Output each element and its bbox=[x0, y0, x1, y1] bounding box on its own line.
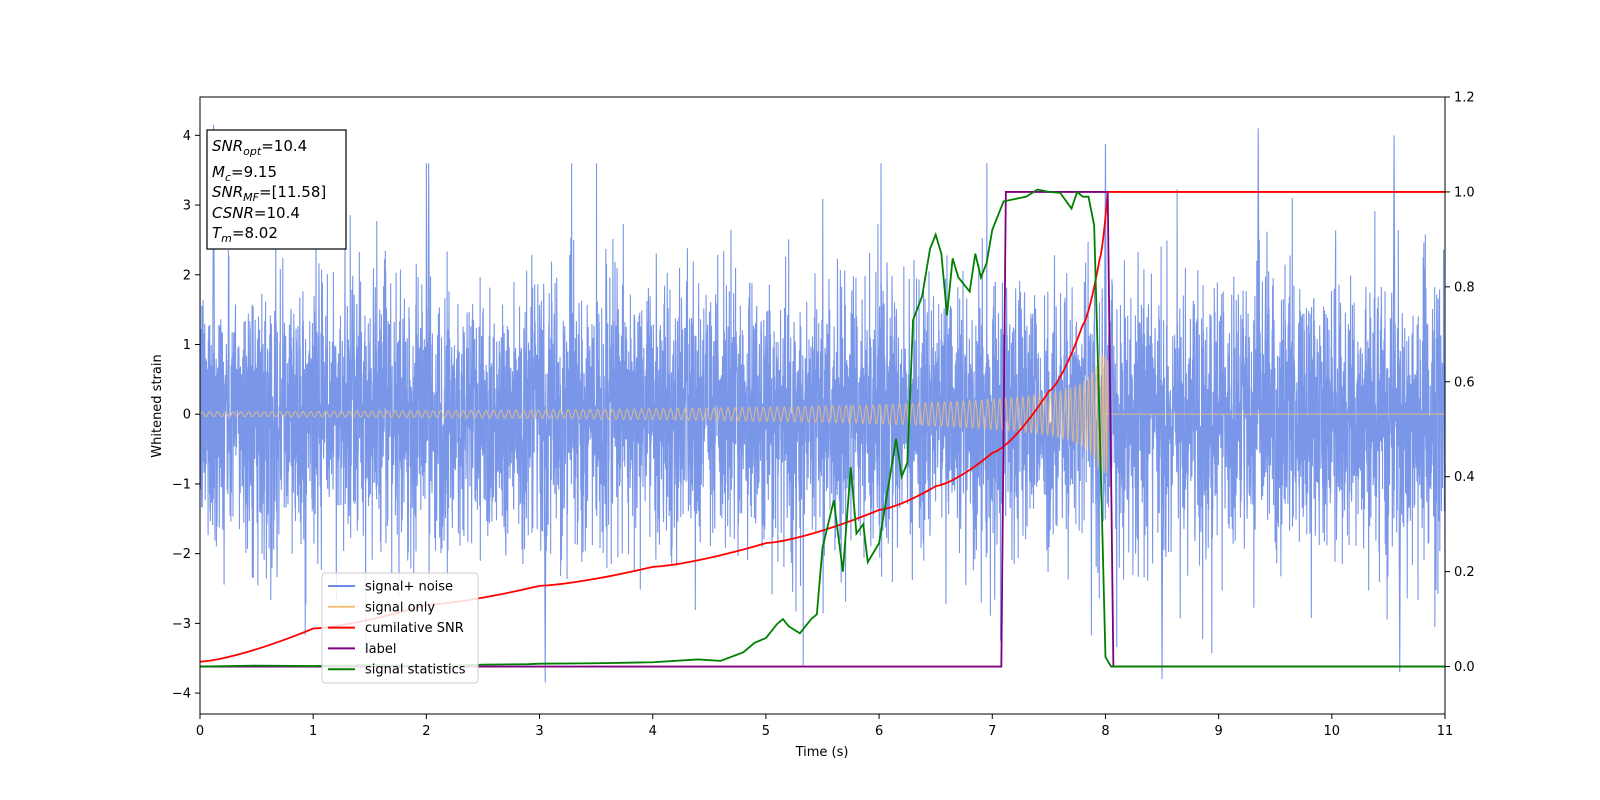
y-left-tick-label: 1 bbox=[183, 338, 191, 353]
annotation-line: CSNR=10.4 bbox=[212, 204, 300, 222]
y-left-tick-label: −1 bbox=[172, 477, 191, 492]
annotation-line: Tm=8.02 bbox=[212, 224, 278, 245]
x-tick-label: 9 bbox=[1214, 724, 1222, 739]
x-tick-label: 1 bbox=[309, 724, 317, 739]
x-tick-label: 4 bbox=[649, 724, 657, 739]
x-tick-label: 7 bbox=[988, 724, 996, 739]
series-signal-only bbox=[200, 353, 1445, 474]
y-right-tick-label: 1.0 bbox=[1454, 185, 1475, 200]
y-left-tick-label: 3 bbox=[183, 199, 191, 214]
legend-frame bbox=[321, 572, 479, 684]
y-right-tick-label: 0.2 bbox=[1454, 565, 1475, 580]
x-axis-ticks: 0 1 2 3 4 5 6 7 8 9 10 11 bbox=[196, 714, 1453, 739]
annotation-line: Mc=9.15 bbox=[212, 163, 277, 184]
x-tick-label: 6 bbox=[875, 724, 883, 739]
legend: signal+ noise signal only cumilative SNR la… bbox=[321, 572, 479, 684]
series-signal-noise bbox=[200, 124, 1445, 683]
x-tick-label: 8 bbox=[1101, 724, 1109, 739]
y-right-axis-ticks: 0.0 0.2 0.4 0.6 0.8 1.0 1.2 bbox=[1445, 91, 1475, 675]
y-right-tick-label: 0.8 bbox=[1454, 280, 1475, 295]
y-right-tick-label: 0.4 bbox=[1454, 470, 1475, 485]
legend-label: signal statistics bbox=[365, 663, 466, 678]
annotation-box: SNRopt=10.4 Mc=9.15SNRMF=[11.58]CSNR=10.4… bbox=[206, 129, 347, 250]
legend-label: label bbox=[365, 642, 396, 657]
y-right-tick-label: 1.2 bbox=[1454, 91, 1475, 106]
y-left-tick-label: 0 bbox=[183, 408, 191, 423]
y-left-tick-label: 2 bbox=[183, 268, 191, 283]
y-left-tick-label: 4 bbox=[183, 129, 191, 144]
y-left-tick-label: −3 bbox=[172, 617, 191, 632]
annotation-frame bbox=[206, 129, 347, 250]
annotation-line: SNRMF=[11.58] bbox=[212, 183, 326, 204]
y-left-axis-ticks: −4 −3 −2 −1 0 1 2 3 4 bbox=[172, 129, 200, 702]
x-tick-label: 0 bbox=[196, 724, 204, 739]
y-left-tick-label: −2 bbox=[172, 547, 191, 562]
legend-label: signal only bbox=[365, 600, 435, 615]
y-left-tick-label: −4 bbox=[172, 687, 191, 702]
x-tick-label: 11 bbox=[1437, 724, 1454, 739]
x-tick-label: 10 bbox=[1324, 724, 1341, 739]
x-tick-label: 3 bbox=[535, 724, 543, 739]
y-axis-label: Whitened strain bbox=[150, 354, 165, 457]
y-right-tick-label: 0.6 bbox=[1454, 375, 1475, 390]
annotation-line: SNRopt=10.4 bbox=[212, 137, 307, 158]
legend-label: cumilative SNR bbox=[365, 621, 464, 636]
x-tick-label: 2 bbox=[422, 724, 430, 739]
series-signal-statistics bbox=[200, 188, 1445, 668]
x-axis-label: Time (s) bbox=[795, 745, 849, 760]
plot-frame bbox=[199, 96, 1446, 715]
x-tick-label: 5 bbox=[762, 724, 770, 739]
y-right-tick-label: 0.0 bbox=[1454, 660, 1475, 675]
legend-label: signal+ noise bbox=[365, 580, 453, 595]
